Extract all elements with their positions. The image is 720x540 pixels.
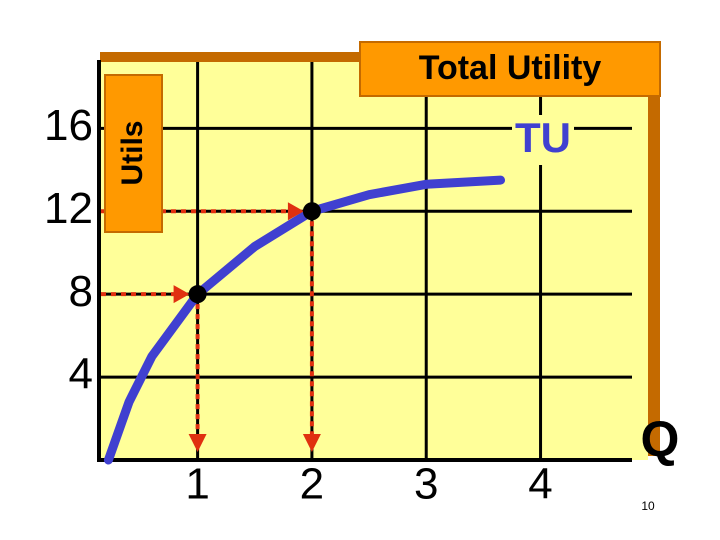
x-axis-label: Q bbox=[641, 411, 680, 467]
y-axis bbox=[97, 60, 101, 462]
y-tick-label: 8 bbox=[69, 267, 93, 316]
x-axis bbox=[97, 458, 632, 462]
frame-right bbox=[648, 52, 660, 456]
arrow-head bbox=[302, 434, 321, 452]
page-number: 10 bbox=[641, 499, 655, 513]
x-tick-label: 3 bbox=[414, 460, 438, 509]
series-label-bg bbox=[512, 115, 574, 165]
x-tick-label: 4 bbox=[528, 460, 552, 509]
y-label-box bbox=[104, 74, 163, 233]
y-tick-label: 12 bbox=[44, 184, 93, 233]
point bbox=[302, 202, 321, 221]
x-tick-label: 1 bbox=[185, 460, 209, 509]
x-tick-label: 2 bbox=[300, 460, 324, 509]
title-box bbox=[359, 41, 661, 97]
tu-curve bbox=[103, 175, 506, 465]
y-tick-label: 4 bbox=[69, 350, 93, 399]
chart-title: Total Utility bbox=[419, 49, 602, 87]
arrow-head bbox=[188, 434, 207, 452]
point bbox=[188, 285, 207, 304]
arrow-head bbox=[287, 202, 304, 221]
series-label: TU bbox=[515, 114, 571, 161]
y-axis-label: Utils bbox=[116, 120, 149, 185]
arrow-head bbox=[173, 285, 190, 304]
y-tick-label: 16 bbox=[44, 101, 93, 150]
